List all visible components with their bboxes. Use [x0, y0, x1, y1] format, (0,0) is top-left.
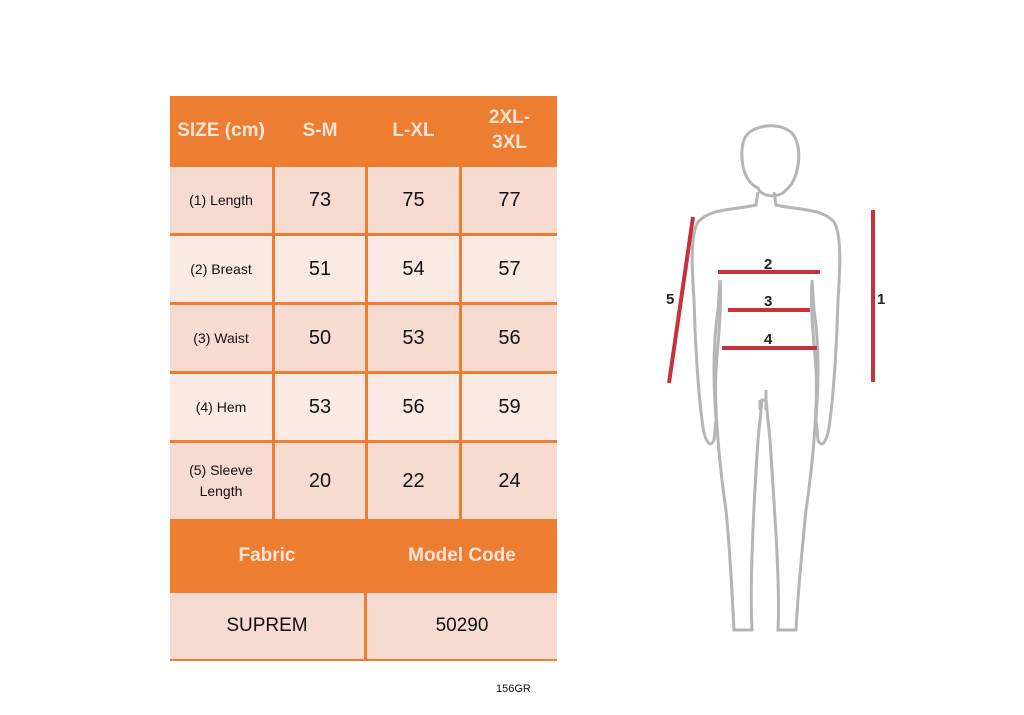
table-row: (5) Sleeve Length 20 22 24 [170, 443, 557, 522]
fabric-value: SUPREM [170, 593, 367, 659]
header-size: SIZE (cm) [170, 96, 275, 164]
size-chart-table: SIZE (cm) S-M L-XL 2XL-3XL (1) Length 73 7… [170, 96, 557, 661]
size-value: 75 [368, 167, 462, 233]
product-code: 156GR [496, 683, 531, 695]
row-label: (2) Breast [170, 236, 275, 302]
body-outline [690, 124, 842, 632]
size-value: 20 [275, 443, 368, 519]
size-value: 24 [462, 443, 557, 519]
size-value: 57 [462, 236, 557, 302]
size-value: 59 [462, 374, 557, 440]
header-s-m: S-M [275, 96, 368, 164]
size-value: 77 [462, 167, 557, 233]
label-4: 4 [764, 331, 773, 348]
row-label: (3) Waist [170, 305, 275, 371]
table-row: (1) Length 73 75 77 [170, 167, 557, 236]
size-value: 73 [275, 167, 368, 233]
size-value: 56 [368, 374, 462, 440]
size-value: 50 [275, 305, 368, 371]
label-5: 5 [666, 291, 674, 308]
model-code-value: 50290 [367, 593, 557, 659]
table-row: (4) Hem 53 56 59 [170, 374, 557, 443]
table-row: (3) Waist 50 53 56 [170, 305, 557, 374]
table-header-row: SIZE (cm) S-M L-XL 2XL-3XL [170, 96, 557, 167]
size-value: 53 [275, 374, 368, 440]
header-2xl-3xl: 2XL-3XL [488, 107, 531, 153]
header-fabric: Fabric [170, 522, 367, 590]
table-row: (2) Breast 51 54 57 [170, 236, 557, 305]
measure-line-sleeve [667, 216, 695, 384]
size-value: 22 [368, 443, 462, 519]
row-label: (1) Length [170, 167, 275, 233]
footer-value-row: SUPREM 50290 [170, 593, 557, 661]
row-label: (4) Hem [170, 374, 275, 440]
footer-header-row: Fabric Model Code [170, 522, 557, 593]
label-1: 1 [877, 291, 885, 308]
measure-lines [667, 210, 875, 384]
header-model-code: Model Code [408, 545, 516, 566]
header-l-xl: L-XL [368, 96, 462, 164]
size-value: 51 [275, 236, 368, 302]
row-label: (5) Sleeve Length [170, 443, 275, 519]
size-value: 54 [368, 236, 462, 302]
label-3: 3 [764, 293, 772, 310]
body-measurement-figure: 1 2 3 4 5 [666, 124, 885, 632]
size-value: 53 [368, 305, 462, 371]
label-2: 2 [764, 256, 772, 273]
size-value: 56 [462, 305, 557, 371]
